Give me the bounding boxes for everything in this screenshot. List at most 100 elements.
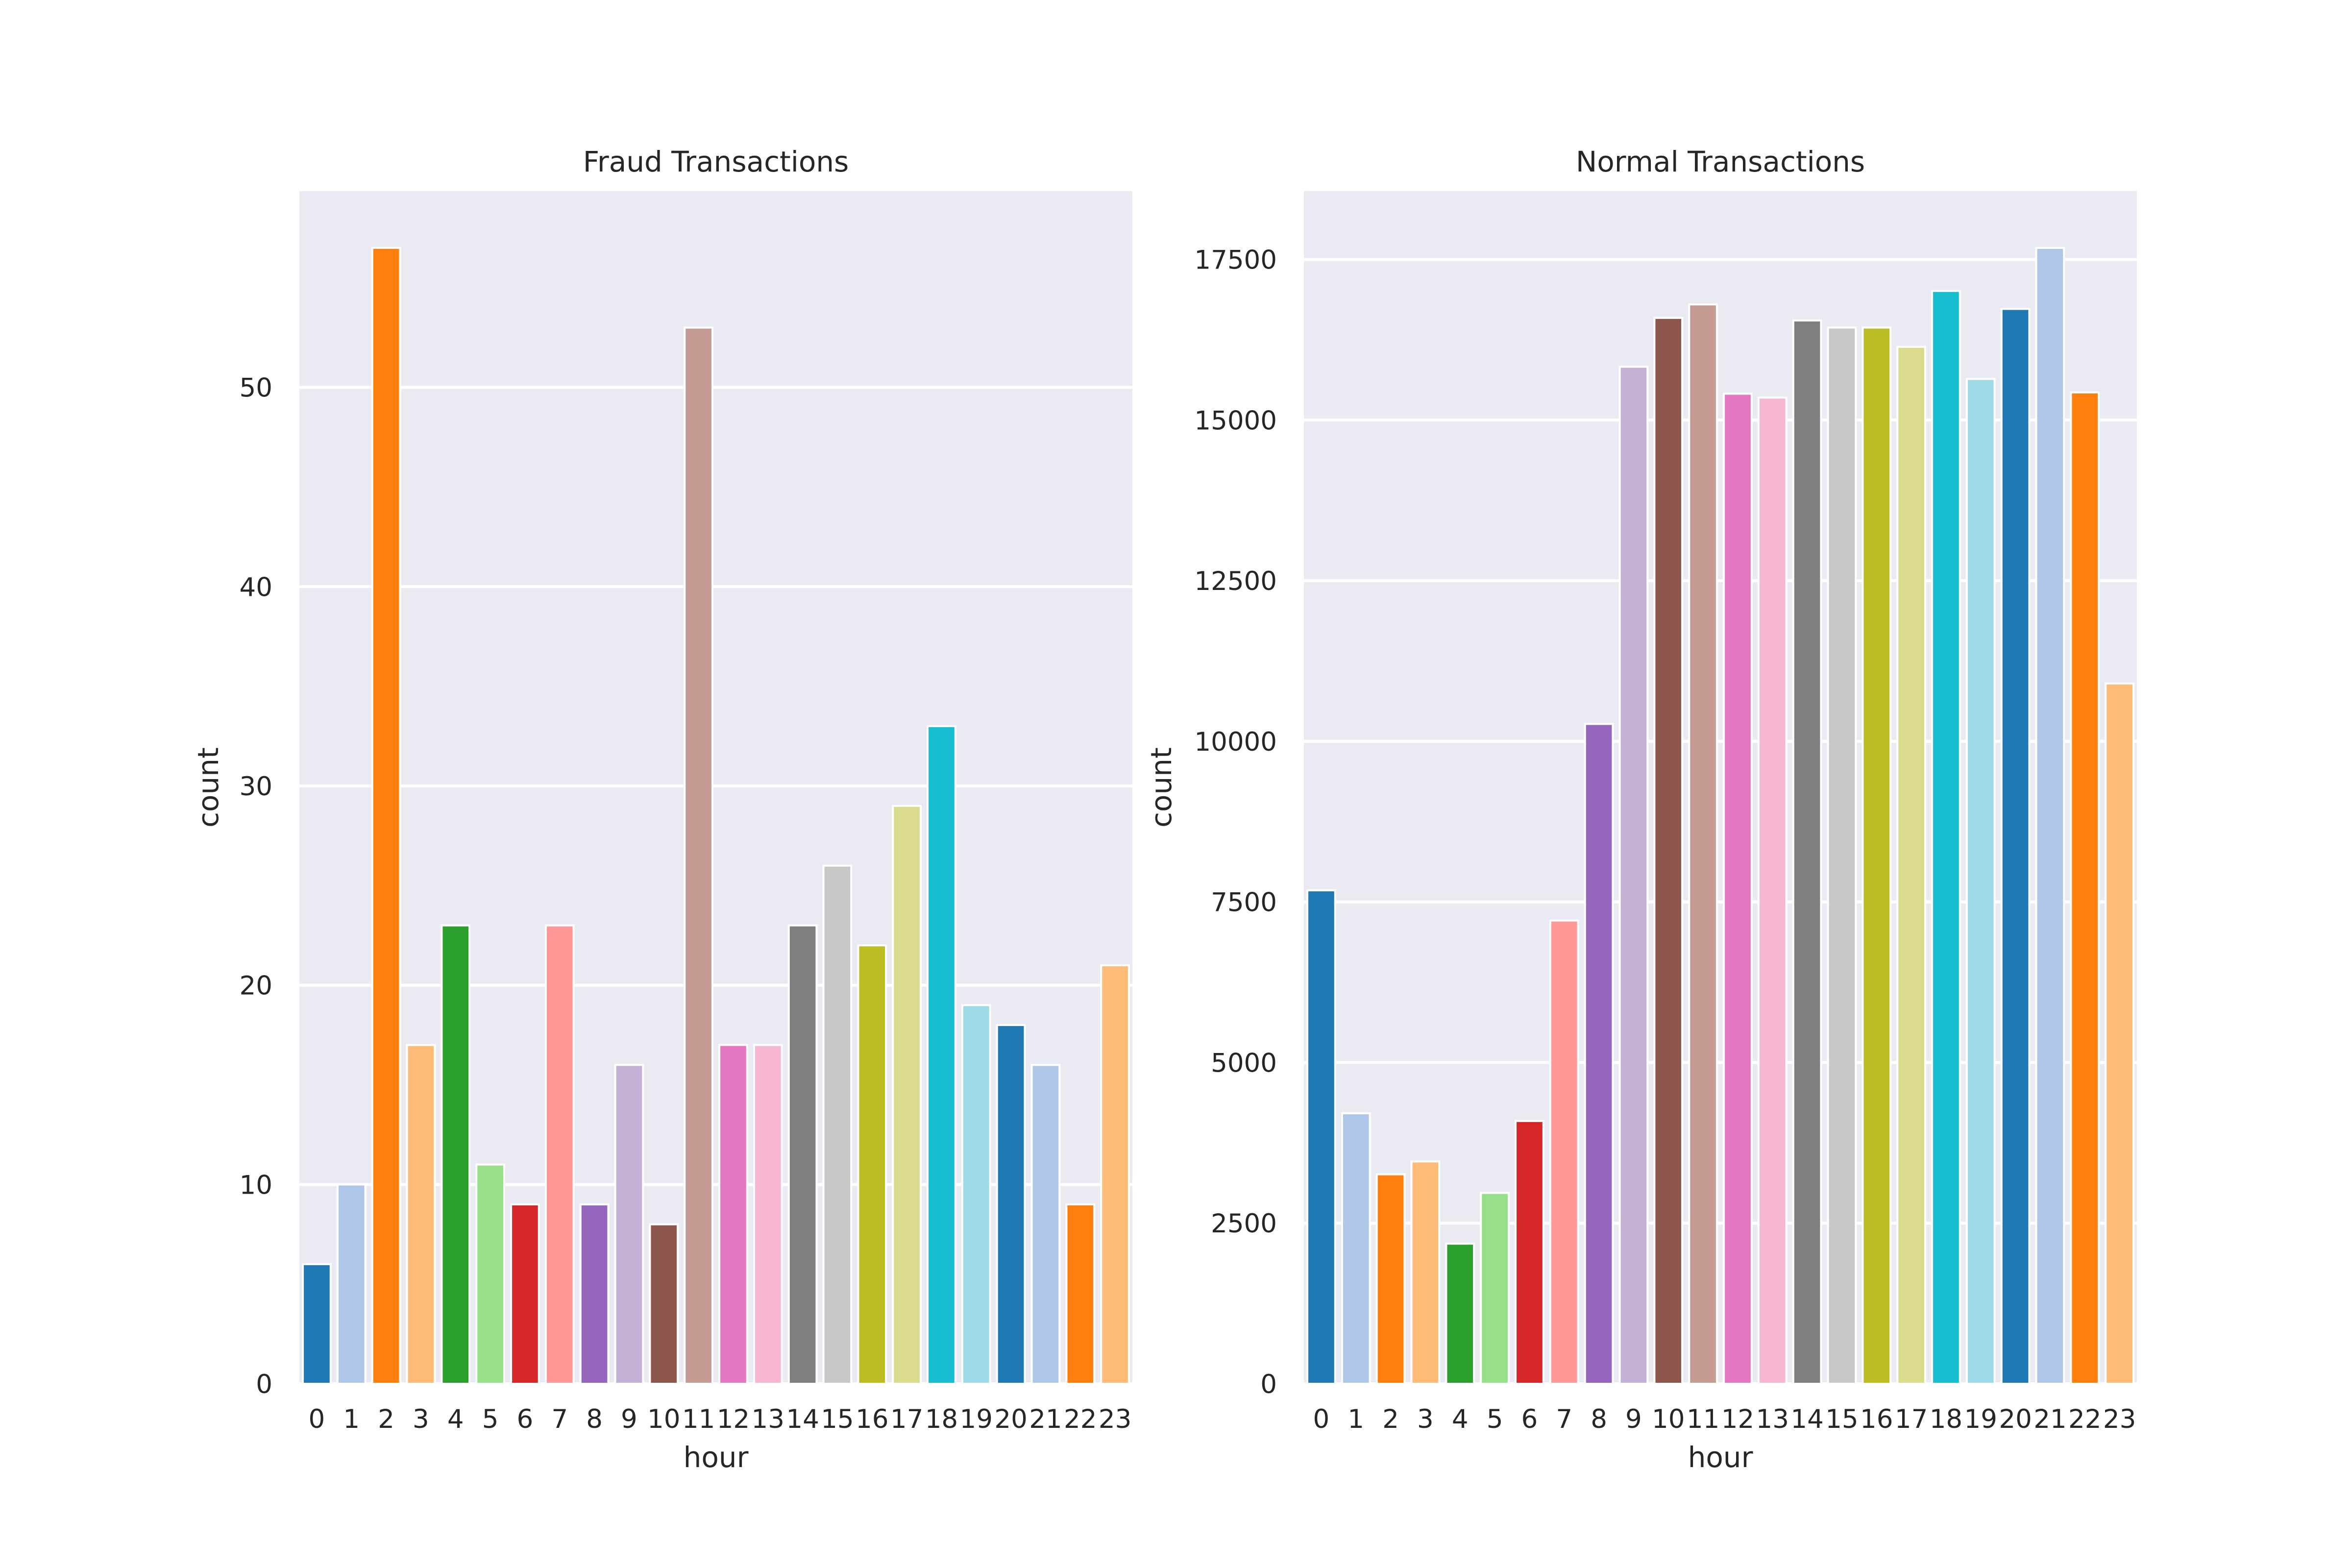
normal-bar-hour-23 <box>2105 682 2134 1385</box>
fraud-ytick-label: 20 <box>240 971 272 1001</box>
fraud-x-axis-label: hour <box>684 1441 749 1474</box>
fraud-bar-hour-22 <box>1065 1203 1096 1385</box>
normal-bar-hour-2 <box>1375 1173 1406 1385</box>
fraud-xtick-label: 22 <box>1064 1404 1097 1434</box>
fraud-xtick-label: 4 <box>447 1404 464 1434</box>
fraud-xtick-label: 10 <box>647 1404 680 1434</box>
fraud-xtick-label: 8 <box>586 1404 603 1434</box>
normal-bar-hour-4 <box>1445 1243 1475 1385</box>
fraud-xtick-label: 3 <box>413 1404 429 1434</box>
normal-xtick-label: 5 <box>1487 1404 1503 1434</box>
normal-xtick-label: 0 <box>1313 1404 1330 1434</box>
normal-xtick-label: 16 <box>1860 1404 1893 1434</box>
normal-bar-hour-21 <box>2035 246 2065 1385</box>
fraud-bar-hour-8 <box>579 1203 610 1385</box>
normal-xtick-label: 9 <box>1625 1404 1642 1434</box>
normal-ytick-label: 2500 <box>1211 1209 1277 1239</box>
normal-bar-hour-22 <box>2070 391 2100 1385</box>
fraud-xtick-label: 21 <box>1029 1404 1062 1434</box>
normal-plot-area <box>1304 191 2137 1384</box>
normal-xtick-label: 1 <box>1348 1404 1364 1434</box>
fraud-bar-hour-4 <box>441 924 471 1385</box>
normal-xtick-label: 10 <box>1652 1404 1685 1434</box>
normal-bar-hour-15 <box>1827 326 1857 1385</box>
normal-xtick-label: 14 <box>1790 1404 1823 1434</box>
fraud-ytick-label: 30 <box>240 772 272 802</box>
normal-bar-hour-14 <box>1792 319 1822 1385</box>
normal-ytick-label: 7500 <box>1211 888 1277 918</box>
fraud-bar-hour-6 <box>510 1203 540 1385</box>
fraud-chart-title: Fraud Transactions <box>583 145 849 178</box>
fraud-bar-hour-7 <box>544 924 575 1385</box>
normal-bar-hour-12 <box>1723 392 1753 1385</box>
normal-xtick-label: 6 <box>1521 1404 1538 1434</box>
fraud-xtick-label: 18 <box>925 1404 958 1434</box>
fraud-bar-hour-3 <box>406 1044 436 1385</box>
fraud-bar-hour-14 <box>787 924 818 1385</box>
fraud-ytick-label: 50 <box>240 373 272 403</box>
fraud-xtick-label: 15 <box>821 1404 854 1434</box>
normal-ytick-label: 17500 <box>1194 245 1277 275</box>
normal-xtick-label: 15 <box>1825 1404 1858 1434</box>
normal-bar-hour-10 <box>1653 317 1684 1385</box>
normal-bar-hour-18 <box>1931 290 1961 1385</box>
fraud-ytick-label: 10 <box>240 1170 272 1200</box>
normal-bar-hour-20 <box>2000 308 2031 1385</box>
normal-bar-hour-3 <box>1410 1160 1441 1385</box>
normal-bar-hour-9 <box>1618 366 1649 1385</box>
normal-chart-title: Normal Transactions <box>1576 145 1865 178</box>
fraud-bar-hour-5 <box>475 1163 505 1385</box>
normal-xtick-label: 22 <box>2068 1404 2101 1434</box>
fraud-xtick-label: 23 <box>1099 1404 1131 1434</box>
fraud-xtick-label: 14 <box>786 1404 819 1434</box>
fraud-xtick-label: 19 <box>960 1404 993 1434</box>
fraud-bar-hour-1 <box>336 1183 367 1385</box>
normal-xtick-label: 2 <box>1382 1404 1399 1434</box>
normal-xtick-label: 19 <box>1964 1404 1997 1434</box>
fraud-bar-hour-11 <box>684 326 713 1385</box>
normal-bar-hour-19 <box>1965 378 1996 1385</box>
normal-ytick-label: 10000 <box>1194 727 1277 757</box>
fraud-bar-hour-16 <box>857 944 887 1385</box>
normal-bar-hour-11 <box>1688 303 1718 1385</box>
normal-bar-hour-0 <box>1306 889 1336 1385</box>
normal-bar-hour-7 <box>1549 919 1579 1385</box>
fraud-bar-hour-10 <box>649 1223 679 1385</box>
fraud-xtick-label: 16 <box>856 1404 888 1434</box>
normal-bar-hour-13 <box>1757 396 1788 1385</box>
normal-ytick-label: 5000 <box>1211 1048 1277 1078</box>
fraud-bar-hour-18 <box>927 725 956 1385</box>
normal-xtick-label: 4 <box>1452 1404 1469 1434</box>
fraud-bar-hour-0 <box>302 1263 332 1385</box>
normal-xtick-label: 8 <box>1591 1404 1607 1434</box>
normal-xtick-label: 7 <box>1556 1404 1572 1434</box>
fraud-xtick-label: 5 <box>482 1404 499 1434</box>
fraud-bar-hour-12 <box>718 1044 748 1385</box>
fraud-xtick-label: 12 <box>717 1404 750 1434</box>
fraud-bar-hour-15 <box>822 864 853 1385</box>
fraud-xtick-label: 20 <box>994 1404 1027 1434</box>
normal-bar-hour-17 <box>1896 345 1926 1385</box>
fraud-xtick-label: 17 <box>890 1404 923 1434</box>
normal-bar-hour-6 <box>1515 1120 1544 1385</box>
normal-x-axis-label: hour <box>1688 1441 1753 1474</box>
fraud-xtick-label: 2 <box>378 1404 394 1434</box>
fraud-bar-hour-19 <box>961 1004 991 1385</box>
normal-xtick-label: 18 <box>1930 1404 1962 1434</box>
normal-bar-hour-5 <box>1480 1192 1510 1385</box>
normal-xtick-label: 23 <box>2103 1404 2136 1434</box>
normal-bar-hour-8 <box>1584 723 1614 1385</box>
fraud-xtick-label: 9 <box>621 1404 637 1434</box>
normal-xtick-label: 17 <box>1895 1404 1928 1434</box>
normal-ytick-label: 0 <box>1260 1370 1277 1399</box>
normal-xtick-label: 20 <box>1999 1404 2032 1434</box>
normal-xtick-label: 11 <box>1687 1404 1719 1434</box>
fraud-xtick-label: 7 <box>551 1404 568 1434</box>
normal-xtick-label: 12 <box>1721 1404 1754 1434</box>
normal-y-axis-label: count <box>1145 747 1178 828</box>
normal-xtick-label: 3 <box>1417 1404 1434 1434</box>
fraud-ytick-label: 40 <box>240 572 272 602</box>
